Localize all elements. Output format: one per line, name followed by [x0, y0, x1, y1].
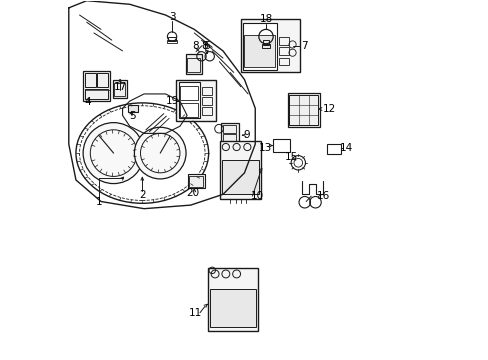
Text: 11: 11	[188, 308, 202, 318]
Bar	[222, 160, 259, 194]
Bar	[113, 80, 127, 98]
Bar	[222, 134, 236, 144]
Bar	[287, 93, 319, 127]
Text: 5: 5	[129, 111, 136, 121]
Bar	[289, 95, 317, 125]
Text: 4: 4	[84, 97, 91, 107]
Bar	[241, 19, 300, 72]
Bar	[220, 141, 261, 199]
Text: 16: 16	[316, 191, 329, 201]
Bar	[83, 71, 110, 101]
Text: 3: 3	[168, 12, 175, 22]
Bar	[207, 268, 258, 330]
Bar	[243, 23, 277, 69]
Bar	[97, 73, 108, 87]
Bar	[189, 176, 203, 187]
Bar	[187, 58, 199, 72]
Text: 15: 15	[285, 152, 298, 162]
Bar	[278, 58, 288, 65]
Bar	[221, 123, 239, 146]
Bar	[202, 87, 212, 95]
Bar	[263, 40, 268, 45]
Text: 7: 7	[301, 41, 307, 50]
Bar	[222, 126, 236, 133]
Bar	[178, 82, 200, 118]
Bar	[185, 54, 202, 74]
Text: 10: 10	[250, 191, 263, 201]
Text: 8: 8	[192, 41, 199, 50]
Text: 6: 6	[203, 41, 210, 50]
Bar	[244, 35, 274, 67]
Bar	[273, 139, 290, 152]
Text: 1: 1	[96, 197, 102, 207]
Bar	[261, 44, 270, 48]
Bar	[202, 107, 212, 115]
Text: 8: 8	[201, 41, 207, 50]
Circle shape	[83, 123, 144, 184]
Bar	[278, 47, 288, 55]
Text: 19: 19	[165, 96, 178, 106]
Ellipse shape	[76, 103, 208, 203]
Text: 20: 20	[186, 188, 200, 198]
Bar	[326, 144, 340, 154]
Text: 18: 18	[259, 14, 272, 24]
Bar	[176, 80, 215, 121]
Text: 13: 13	[258, 143, 271, 153]
Bar	[210, 289, 255, 327]
Bar	[85, 73, 96, 87]
Text: 9: 9	[243, 130, 249, 140]
Bar	[167, 40, 176, 42]
Text: 2: 2	[139, 190, 145, 200]
Text: 12: 12	[322, 104, 335, 114]
Text: 14: 14	[339, 143, 353, 153]
Bar	[278, 37, 288, 45]
Bar	[180, 86, 198, 100]
Text: 17: 17	[113, 82, 126, 93]
Bar	[202, 97, 212, 105]
Bar	[168, 37, 175, 41]
Bar	[85, 89, 108, 99]
Bar	[180, 103, 198, 117]
Circle shape	[134, 127, 185, 179]
Bar	[187, 174, 204, 188]
Bar	[128, 105, 138, 112]
Bar	[114, 83, 125, 96]
